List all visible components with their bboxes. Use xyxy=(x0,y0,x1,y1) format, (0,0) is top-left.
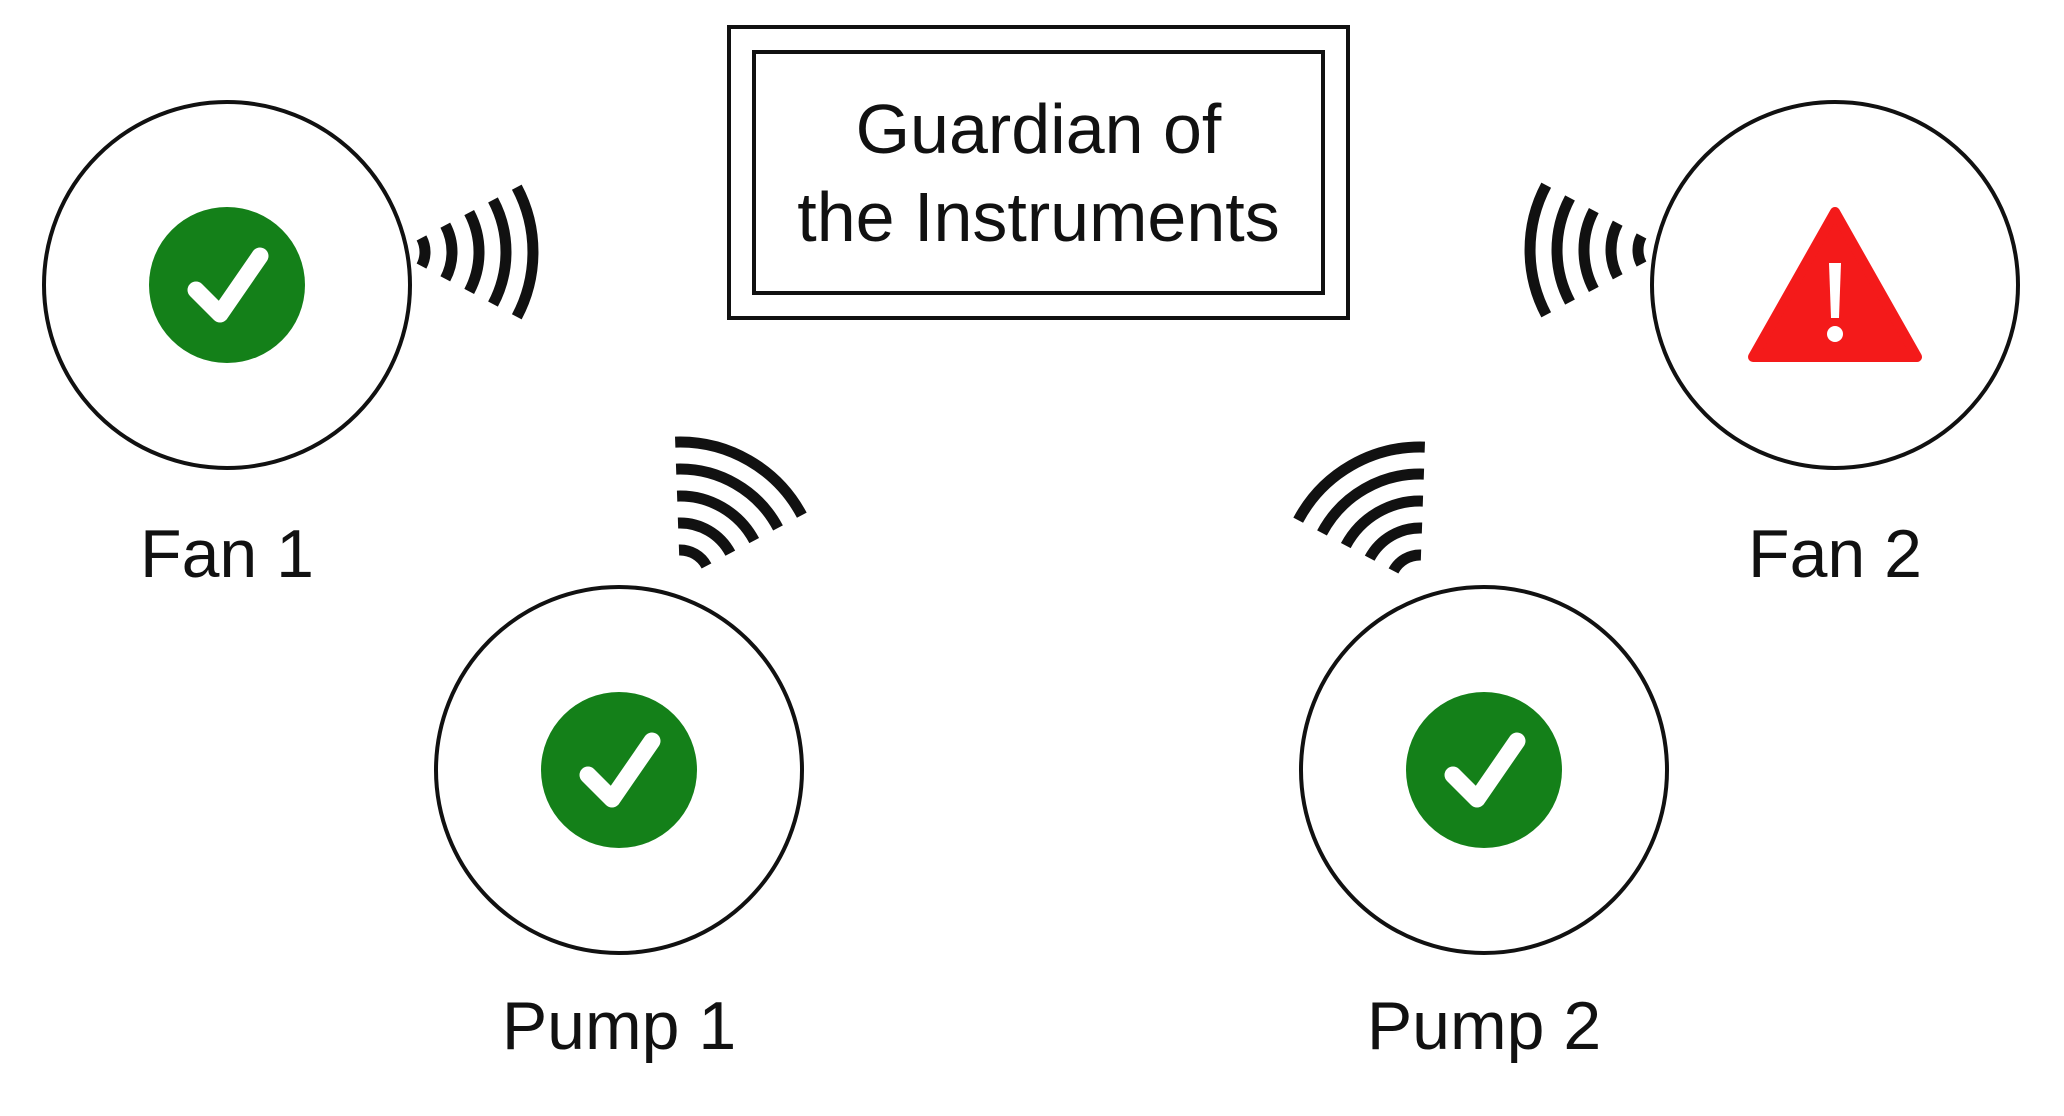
signal-arc xyxy=(675,436,807,518)
fan-2-warning-icon xyxy=(1748,207,1922,362)
title-line-2: the Instruments xyxy=(797,177,1280,256)
signal-arc xyxy=(464,210,485,294)
signal-arc xyxy=(1578,208,1599,292)
fan-1-checkmark-icon xyxy=(149,207,305,363)
title-box: Guardian of the Instruments xyxy=(752,50,1325,295)
pump-1-label: Pump 1 xyxy=(501,988,737,1064)
signal-arc xyxy=(1524,182,1552,318)
pump-2-label: Pump 2 xyxy=(1366,988,1602,1064)
signal-arc xyxy=(440,222,458,282)
pump-2-wireless-signal-icon xyxy=(1293,441,1425,574)
title-line-1: Guardian of xyxy=(855,89,1222,168)
fan-2-label: Fan 2 xyxy=(1748,516,1922,592)
signal-arc xyxy=(678,544,712,569)
title-frame xyxy=(727,25,1350,320)
pump-1-wireless-signal-icon xyxy=(675,436,807,569)
signal-arc xyxy=(1317,468,1425,536)
signal-arc xyxy=(1551,195,1575,305)
signal-arc xyxy=(416,235,431,269)
fan-2-wireless-signal-icon xyxy=(1524,182,1647,318)
signal-arc xyxy=(1605,220,1623,280)
signal-arc xyxy=(1388,549,1422,574)
signal-arc xyxy=(675,463,783,531)
signal-arc xyxy=(676,490,760,544)
signal-arc xyxy=(1340,495,1424,549)
signal-arc xyxy=(1364,522,1423,561)
signal-arc xyxy=(1632,233,1647,267)
pump-2-checkmark-icon xyxy=(1406,692,1562,848)
signal-arc xyxy=(1293,441,1425,523)
signal-arc xyxy=(511,184,539,320)
signal-arc xyxy=(488,197,512,307)
fan-1-wireless-signal-icon xyxy=(416,184,539,320)
fan-1-label: Fan 1 xyxy=(140,516,314,592)
pump-1-checkmark-icon xyxy=(541,692,697,848)
signal-arc xyxy=(677,517,736,556)
